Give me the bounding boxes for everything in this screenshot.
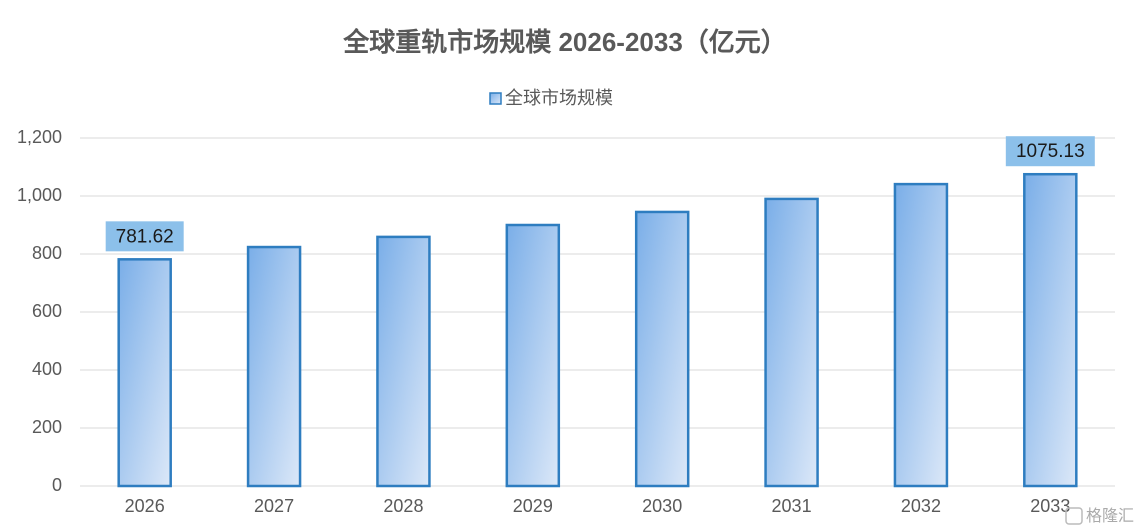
data-label: 781.62	[116, 226, 174, 247]
data-label-box	[1005, 136, 1095, 167]
data-label: 1075.13	[1016, 141, 1085, 162]
y-tick-label: 0	[52, 475, 62, 495]
bar	[1023, 172, 1078, 488]
bar	[893, 182, 949, 488]
data-label-box	[105, 221, 184, 252]
x-tick-label: 2028	[383, 496, 423, 516]
x-tick-label: 2031	[772, 496, 812, 516]
bar	[505, 223, 561, 488]
x-tick-label: 2026	[125, 496, 165, 516]
bar	[117, 258, 172, 488]
watermark-icon	[1065, 507, 1083, 525]
x-tick-label: 2032	[901, 496, 941, 516]
x-tick-label: 2033	[1030, 496, 1070, 516]
y-tick-label: 1,200	[17, 127, 62, 147]
y-tick-label: 1,000	[17, 185, 62, 205]
bar	[246, 245, 302, 488]
chart-title: 全球重轨市场规模 2026-2033（亿元）	[342, 27, 787, 57]
bar	[376, 235, 431, 488]
y-tick-label: 400	[32, 359, 62, 379]
x-tick-label: 2030	[642, 496, 682, 516]
legend-label: 全球市场规模	[505, 88, 613, 108]
y-tick-label: 200	[32, 417, 62, 437]
y-tick-label: 600	[32, 301, 62, 321]
x-tick-label: 2027	[254, 496, 294, 516]
legend-swatch	[489, 92, 502, 105]
y-tick-label: 800	[32, 243, 62, 263]
x-tick-label: 2029	[513, 496, 553, 516]
bar	[764, 197, 819, 488]
bar	[634, 210, 690, 488]
watermark: 格隆汇	[1086, 507, 1134, 525]
